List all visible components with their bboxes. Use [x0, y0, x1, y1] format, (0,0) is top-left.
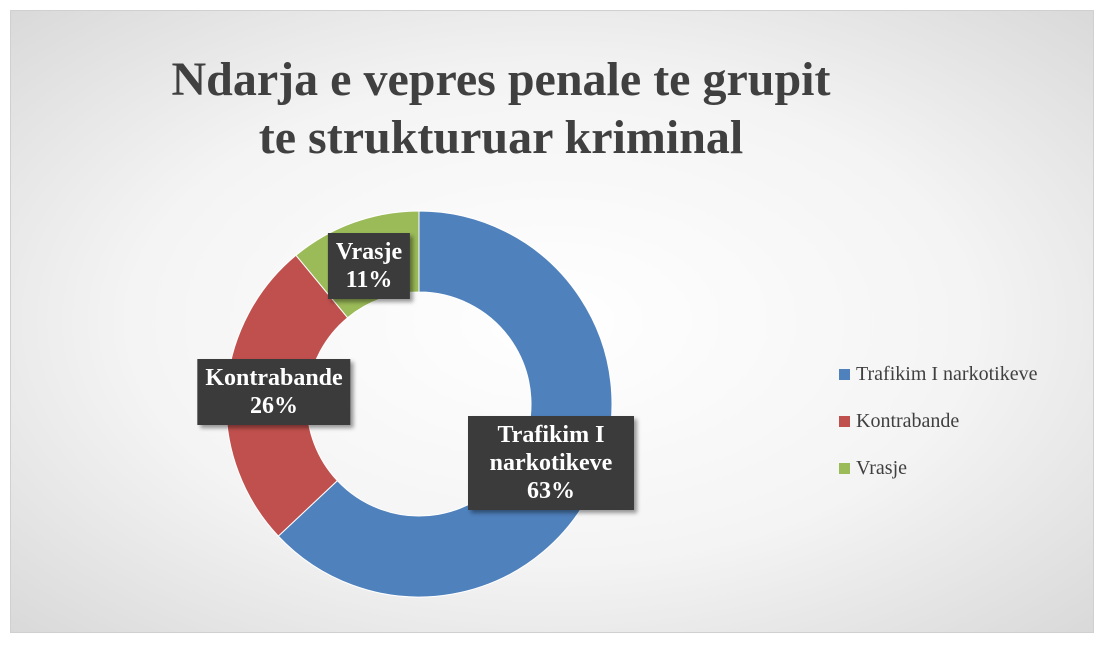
legend-entry: Trafikim I narkotikeve	[839, 351, 1037, 398]
legend-swatch	[839, 416, 850, 427]
legend-label: Trafikim I narkotikeve	[856, 363, 1038, 385]
data-label-category: Vrasje	[335, 239, 403, 265]
chart-title: Ndarja e vepres penale te grupit te stru…	[171, 53, 831, 164]
donut	[225, 210, 613, 598]
chart-area: Ndarja e vepres penale te grupit te stru…	[10, 10, 1094, 633]
data-label: Trafikim I narkotikeve 63%	[468, 416, 634, 510]
legend-label: Vrasje	[856, 457, 907, 479]
legend-swatch	[839, 369, 850, 380]
data-label: Kontrabande 26%	[197, 359, 351, 425]
data-label: Vrasje 11%	[327, 233, 411, 299]
legend-label: Kontrabande	[856, 410, 960, 432]
legend-swatch	[839, 463, 850, 474]
data-label-value: 63%	[527, 478, 575, 504]
data-label-value: 26%	[249, 393, 298, 419]
legend: Trafikim I narkotikeve Kontrabande Vrasje	[839, 351, 1037, 492]
legend-entry: Kontrabande	[839, 398, 1037, 445]
legend-entry: Vrasje	[839, 445, 1037, 492]
data-label-category: Trafikim I narkotikeve	[489, 422, 613, 476]
data-label-category: Kontrabande	[205, 365, 343, 391]
data-label-value: 11%	[345, 267, 393, 293]
